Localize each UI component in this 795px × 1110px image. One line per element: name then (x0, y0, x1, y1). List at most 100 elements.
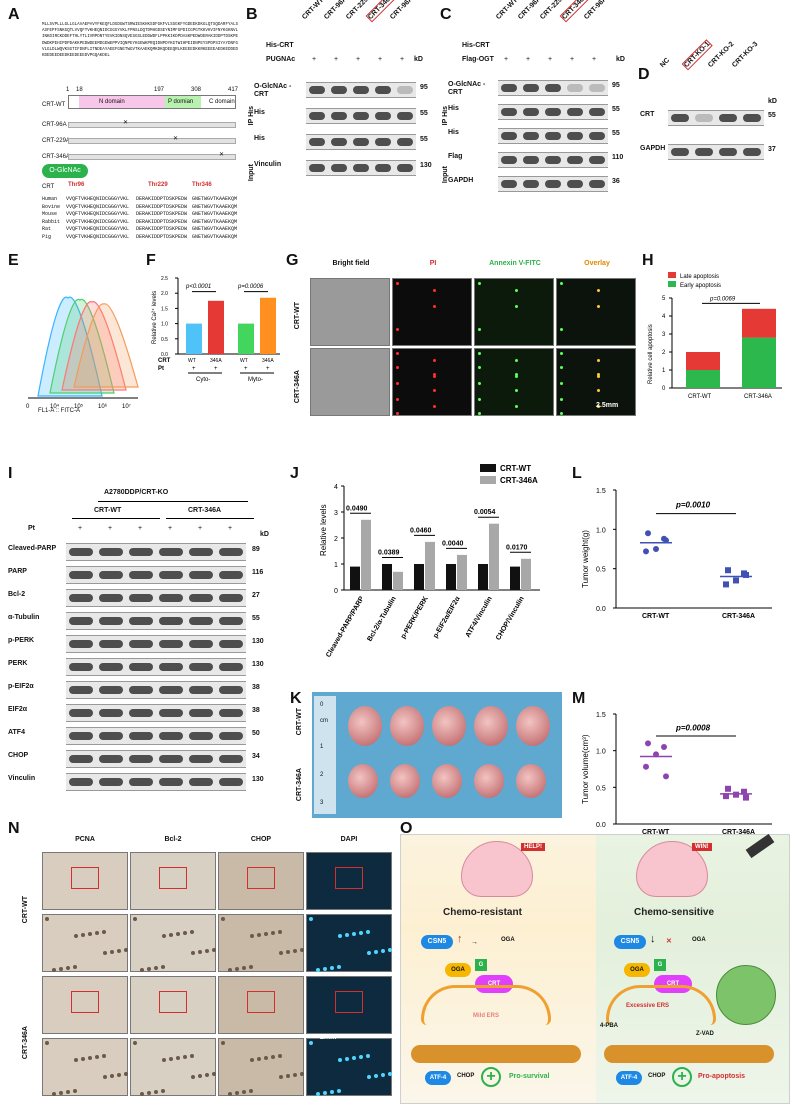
pro-apoptosis-label: Pro-apoptosis (698, 1073, 746, 1080)
ihc-image (306, 914, 392, 972)
protein-band (69, 640, 93, 648)
protein-band (331, 86, 347, 94)
z-vad-label: Z-VAD (696, 1031, 714, 1037)
protein-band (219, 755, 243, 763)
microscopy-image (310, 348, 390, 416)
protein-band (99, 732, 123, 740)
cell-dot (396, 328, 399, 331)
cell-dot (515, 373, 518, 376)
protein-band (397, 86, 413, 94)
protein-band (523, 180, 539, 188)
blot-row-label: PERK (8, 660, 28, 667)
p-value: 0.0460 (410, 527, 432, 534)
legend-label: CRT-346A (500, 476, 538, 485)
bar (457, 554, 467, 590)
treatment-sign: + (400, 56, 405, 63)
panel-label-k: K (290, 690, 302, 707)
pt-label: Pt (28, 525, 35, 532)
treatment-sign: + (312, 56, 317, 63)
crt-346a-track: ✕ (68, 152, 236, 160)
cell-dot (515, 375, 518, 378)
protein-band (99, 640, 123, 648)
nucleus-dot (323, 1091, 327, 1095)
x-tick-label: 0 (26, 404, 30, 410)
tumor (348, 706, 382, 746)
nucleus-dot (74, 934, 78, 938)
protein-band (99, 709, 123, 717)
p-domain: P domian (165, 96, 201, 108)
bar (361, 519, 371, 590)
blot-strip (66, 773, 246, 791)
data-point (663, 537, 669, 544)
row-label-wt: CRT-WT (22, 896, 29, 924)
alignment-segment: GNETWGVTKAAEKQM (192, 211, 238, 217)
group-crt-wt: CRT-WT (94, 507, 122, 514)
nucleus-dot (278, 930, 282, 934)
nucleus-dot (309, 1041, 313, 1045)
alignment-crt-label: CRT (42, 184, 55, 190)
y-tick-label: 0.0 (596, 606, 606, 613)
panel-label-i: I (8, 465, 13, 482)
row-label: Pt (158, 366, 164, 372)
sequence-alignment: Human VVQFTVKHEQNIDCGGGYVKL DERAKIDDPTDSKP… (42, 196, 242, 241)
nucleus-dot (205, 1073, 209, 1077)
species-label: Bovine (42, 203, 61, 210)
bar (425, 541, 435, 590)
cell-dot (396, 412, 399, 415)
protein-band (69, 663, 93, 671)
cell-dot (478, 382, 481, 385)
protein-band (189, 686, 213, 694)
pt-sign: + (244, 366, 248, 372)
protein-band (331, 112, 347, 120)
blot-strip (498, 80, 608, 96)
csn5-node: CSN5 (614, 935, 646, 949)
alignment-row: Rat VVQFTVKHEQNIDCGGGYVKL DERAKIDDPTDSKPED… (42, 226, 242, 234)
protein-band (189, 709, 213, 717)
protein-band (545, 132, 561, 140)
kd-header: kD (616, 56, 625, 63)
blot-row-label: p-EIF2α (8, 683, 34, 690)
nucleus-dot (316, 968, 320, 972)
cell-dot (515, 389, 518, 392)
treatment-sign: + (592, 56, 597, 63)
nucleus-dot (228, 968, 232, 972)
nucleus-dot (300, 948, 304, 952)
protein-band (129, 755, 153, 763)
protein-band (501, 180, 517, 188)
protein-band (567, 132, 583, 140)
blot-strip (66, 543, 246, 561)
cell-dot (597, 305, 600, 308)
panel-label-f: F (146, 252, 156, 269)
stacked-bar-segment (686, 352, 720, 370)
protein-band (501, 84, 517, 92)
blot-strip (668, 110, 764, 126)
microscopy-image (392, 278, 472, 346)
mutation-x-icon: ✕ (219, 152, 225, 158)
ihc-image (42, 976, 128, 1034)
protein-band (159, 732, 183, 740)
nucleus-dot (323, 967, 327, 971)
y-tick-label: 3 (662, 332, 666, 338)
scale-bar-label: 2mm (320, 1034, 337, 1041)
protein-band (159, 686, 183, 694)
protein-band (129, 778, 153, 786)
protein-band (331, 138, 347, 146)
kd-value: 55 (420, 110, 428, 117)
track-label-wt: CRT-WT (42, 102, 66, 108)
protein-band (501, 156, 517, 164)
nucleus-dot (205, 949, 209, 953)
protein-band (159, 778, 183, 786)
data-point (725, 567, 731, 574)
tumor (348, 764, 378, 798)
nucleus-dot (374, 950, 378, 954)
cell-dot (515, 289, 518, 292)
protein-band (219, 778, 243, 786)
protein-band (99, 686, 123, 694)
alignment-segment: DERAKIDDPTDSKPEDW (136, 211, 188, 217)
blot-strip (66, 566, 246, 584)
protein-band (743, 148, 761, 156)
protein-band (353, 138, 369, 146)
panel-label-l: L (572, 465, 582, 482)
data-point (643, 548, 649, 555)
protein-band (189, 778, 213, 786)
